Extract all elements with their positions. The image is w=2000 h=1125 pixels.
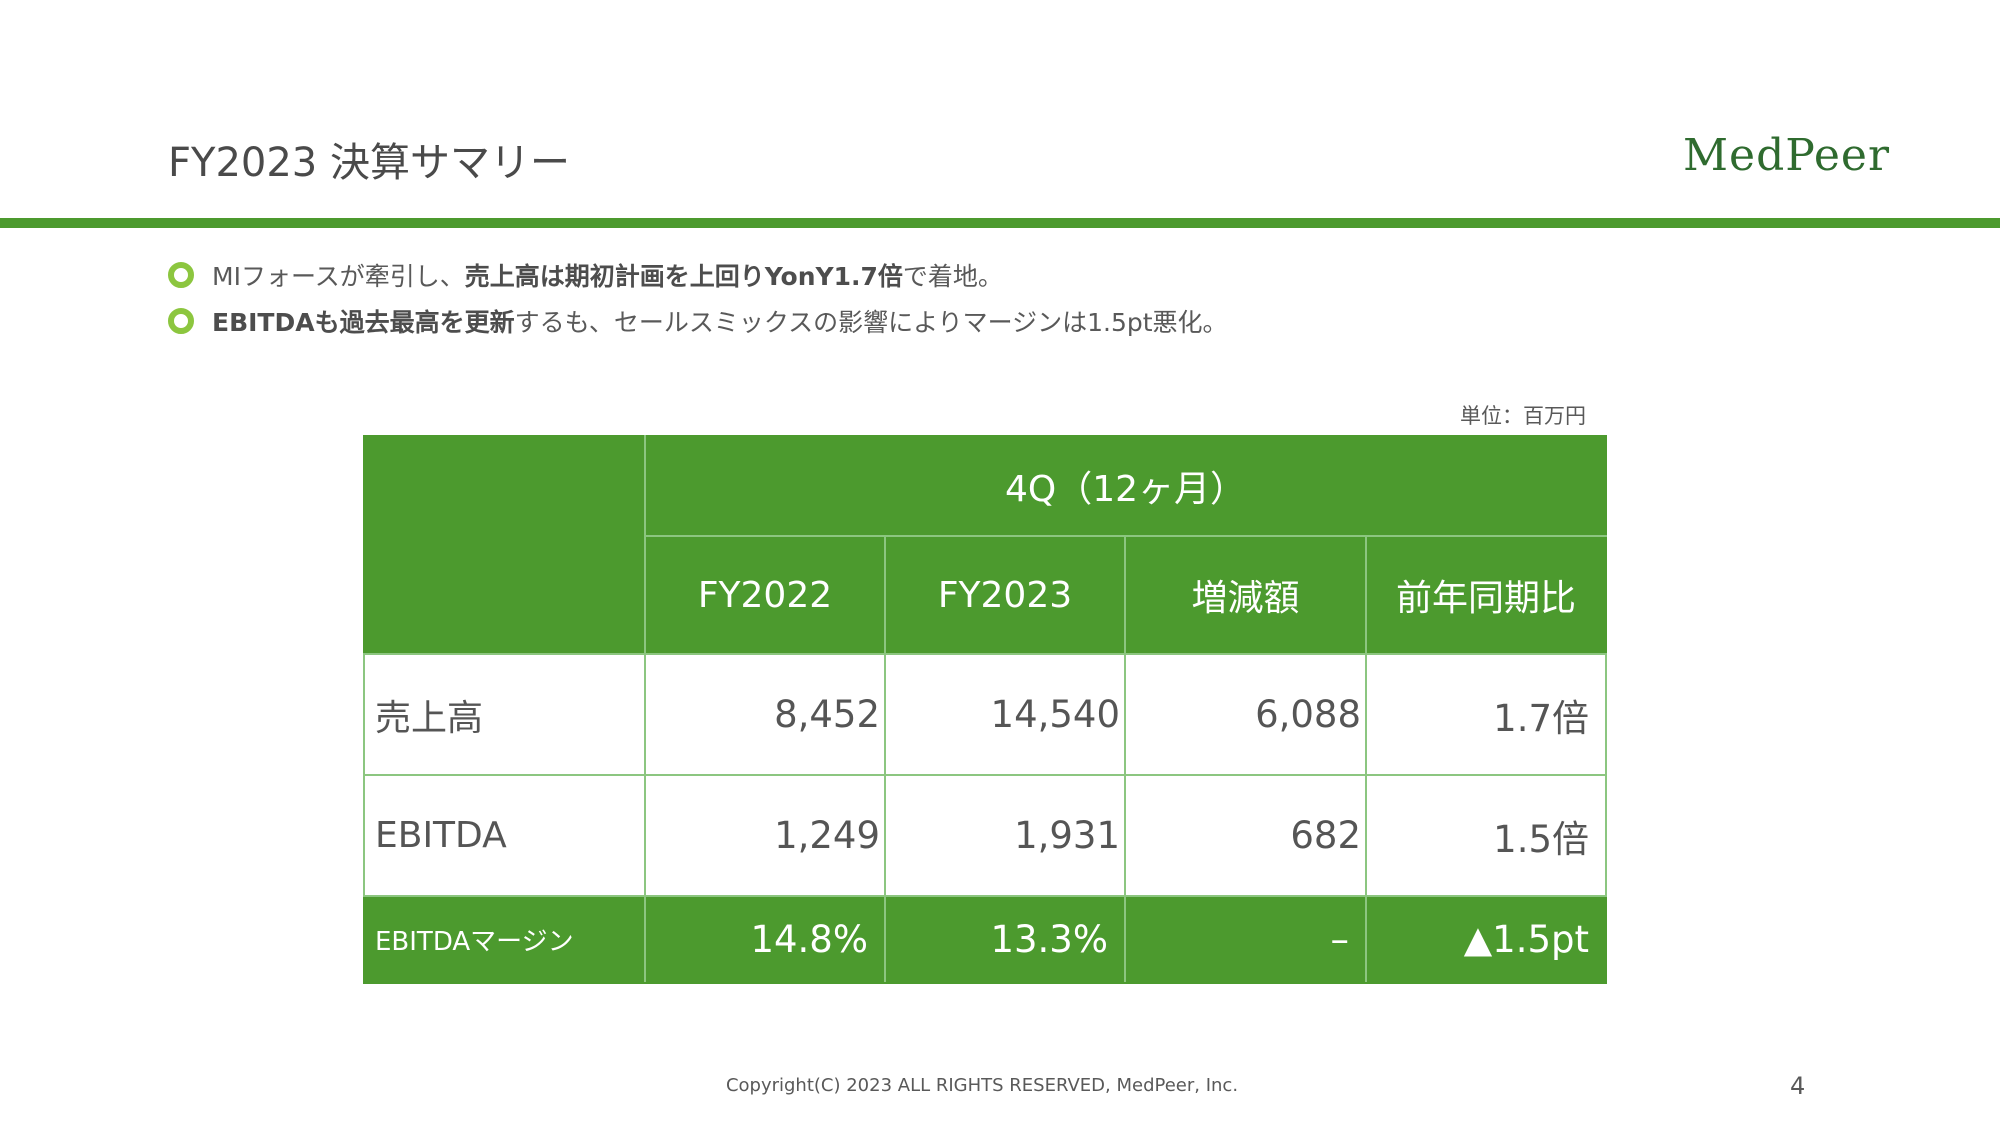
row-label-revenue: 売上高 xyxy=(363,653,646,776)
table-row: EBITDA 1,249 1,931 682 1.5倍 xyxy=(363,774,1607,897)
table-cell: 1.5倍 xyxy=(1365,774,1607,897)
column-header-change: 増減額 xyxy=(1124,535,1367,655)
unit-label: 単位：百万円 xyxy=(1460,404,1586,428)
summary-bullets: MIフォースが牽引し、 売上高は期初計画を上回りYonY1.7倍 で着地。 EBIT… xyxy=(168,252,1228,344)
bullet-item: EBITDAも過去最高を更新 するも、セールスミックスの影響によりマージンは1.5… xyxy=(168,298,1228,344)
financial-summary-table: 4Q（12ヶ月） FY2022 FY2023 増減額 前年同期比 売上高 8,4… xyxy=(363,435,1607,984)
table-cell: 1,249 xyxy=(644,774,886,897)
table-cell: 1,931 xyxy=(884,774,1126,897)
table-cell: 682 xyxy=(1124,774,1367,897)
row-label-ebitda-margin: EBITDAマージン xyxy=(363,895,646,984)
bullet-text-bold: EBITDAも過去最高を更新 xyxy=(212,308,515,337)
table-cell: 1.7倍 xyxy=(1365,653,1607,776)
bullet-text-bold: 売上高は期初計画を上回りYonY1.7倍 xyxy=(464,262,903,291)
bullet-text-post: で着地。 xyxy=(902,262,1003,291)
column-header-fy2023: FY2023 xyxy=(884,535,1126,655)
ring-bullet-icon xyxy=(168,308,194,334)
bullet-text-post: するも、セールスミックスの影響によりマージンは1.5pt悪化。 xyxy=(514,308,1228,337)
medpeer-logo: MedPeer xyxy=(1683,130,1890,181)
column-header-yoy: 前年同期比 xyxy=(1365,535,1607,655)
table-cell: 8,452 xyxy=(644,653,886,776)
column-header-fy2022: FY2022 xyxy=(644,535,886,655)
table-cell: ▲1.5pt xyxy=(1365,895,1607,984)
table-column-header-row: FY2022 FY2023 増減額 前年同期比 xyxy=(364,535,1607,655)
header-divider xyxy=(0,218,2000,228)
bullet-item: MIフォースが牽引し、 売上高は期初計画を上回りYonY1.7倍 で着地。 xyxy=(168,252,1228,298)
table-cell: 14,540 xyxy=(884,653,1126,776)
table-row: 売上高 8,452 14,540 6,088 1.7倍 xyxy=(363,653,1607,776)
page-title: FY2023 決算サマリー xyxy=(168,140,570,186)
table-group-header-row: 4Q（12ヶ月） xyxy=(363,435,1607,655)
ring-bullet-icon xyxy=(168,262,194,288)
row-label-ebitda: EBITDA xyxy=(363,774,646,897)
period-group-header: 4Q（12ヶ月） xyxy=(644,435,1607,537)
table-cell: 13.3% xyxy=(884,895,1126,984)
table-cell: 6,088 xyxy=(1124,653,1367,776)
table-cell: 14.8% xyxy=(644,895,886,984)
bullet-text-pre: MIフォースが牽引し、 xyxy=(212,262,465,291)
table-cell: – xyxy=(1124,895,1367,984)
table-row-margin: EBITDAマージン 14.8% 13.3% – ▲1.5pt xyxy=(363,895,1607,984)
copyright-footer: Copyright(C) 2023 ALL RIGHTS RESERVED, M… xyxy=(725,1075,1239,1096)
page-number: 4 xyxy=(1790,1072,1806,1100)
table-corner-cell xyxy=(363,435,646,655)
